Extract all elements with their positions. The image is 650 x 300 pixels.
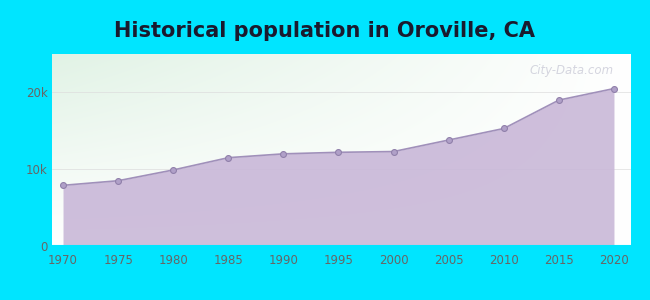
Point (333, 150, 344, 155)
Point (278, 152, 289, 156)
Point (499, 126, 509, 131)
Point (58, 183, 68, 188)
Point (443, 138, 454, 142)
Point (223, 155, 233, 160)
Point (168, 168, 178, 172)
Point (609, 86, 619, 91)
Point (554, 98, 564, 103)
Text: City-Data.com: City-Data.com (529, 64, 613, 76)
Point (389, 149, 399, 154)
Text: Historical population in Oroville, CA: Historical population in Oroville, CA (114, 21, 536, 41)
Point (113, 178, 124, 183)
